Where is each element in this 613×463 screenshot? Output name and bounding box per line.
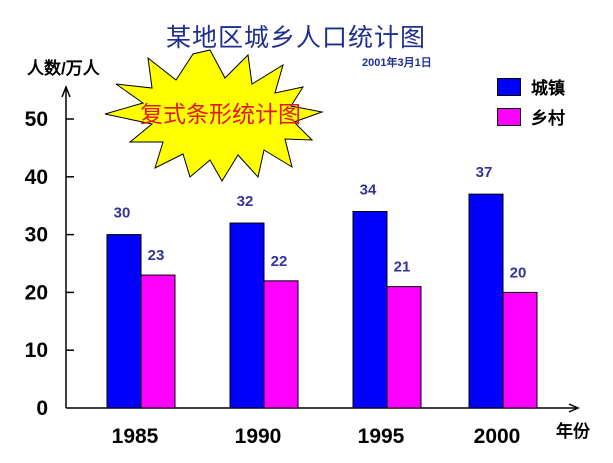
bar — [229, 222, 265, 409]
bar — [140, 274, 176, 409]
legend-item-rural: 乡村 — [497, 104, 565, 129]
y-tick-label: 40 — [25, 166, 48, 189]
x-axis-label: 年份 — [556, 422, 590, 441]
y-tick-label: 20 — [25, 281, 48, 304]
legend-item-urban: 城镇 — [497, 74, 565, 99]
bar-value-label: 20 — [510, 264, 527, 281]
bar — [263, 280, 299, 409]
starburst-label: 复式条形统计图 — [140, 102, 301, 128]
bar — [386, 286, 422, 409]
bar-value-label: 32 — [237, 193, 254, 210]
x-tick-label: 1985 — [112, 425, 159, 448]
x-tick-label: 2000 — [474, 425, 521, 448]
chart-date: 2001年3月1日 — [362, 57, 432, 69]
y-tick-label: 30 — [25, 224, 48, 247]
bar — [502, 291, 538, 409]
bar-value-label: 37 — [476, 164, 493, 181]
y-axis-arrow — [61, 84, 71, 98]
bar-value-label: 23 — [148, 247, 165, 264]
x-axis-arrow — [568, 403, 580, 413]
bar-value-label: 22 — [271, 253, 288, 270]
y-tick-label: 0 — [36, 397, 48, 420]
chart-title: 某地区城乡人口统计图 — [166, 23, 427, 52]
bar — [352, 210, 388, 409]
y-axis-label: 人数/万人 — [27, 59, 100, 78]
starburst-shape — [104, 49, 324, 182]
bar-value-label: 21 — [394, 259, 411, 276]
bar-value-label: 34 — [360, 181, 377, 198]
labels: 0 10 20 30 40 50 30 23 1985 32 22 1990 34 21 1995 37 20 2… — [25, 108, 527, 448]
bar — [468, 193, 504, 409]
x-tick-label: 1995 — [358, 425, 405, 448]
legend-label-rural: 乡村 — [531, 109, 565, 128]
legend-swatch-urban — [497, 77, 521, 96]
bar-value-label: 30 — [114, 205, 131, 222]
y-tick-label: 50 — [25, 108, 48, 131]
bars — [106, 193, 538, 409]
x-tick-label: 1990 — [235, 425, 282, 448]
bar — [106, 234, 142, 409]
legend-swatch-rural — [497, 107, 521, 126]
y-tick-label: 10 — [25, 339, 48, 362]
legend-label-urban: 城镇 — [531, 79, 565, 98]
